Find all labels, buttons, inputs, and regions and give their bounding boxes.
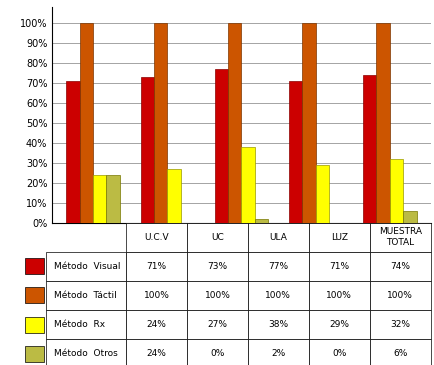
Bar <box>288 81 302 223</box>
Bar <box>241 147 254 223</box>
Bar <box>154 23 167 223</box>
Bar <box>79 23 93 223</box>
Bar <box>254 219 267 223</box>
Bar <box>302 23 315 223</box>
Bar <box>375 23 389 223</box>
Bar <box>167 169 180 223</box>
Bar <box>106 175 119 223</box>
Bar <box>362 75 375 223</box>
Bar <box>214 69 227 223</box>
Bar <box>140 77 154 223</box>
Bar <box>389 159 402 223</box>
Bar <box>66 81 79 223</box>
Bar <box>93 175 106 223</box>
Bar <box>315 165 328 223</box>
Bar <box>402 211 416 223</box>
Bar <box>227 23 241 223</box>
